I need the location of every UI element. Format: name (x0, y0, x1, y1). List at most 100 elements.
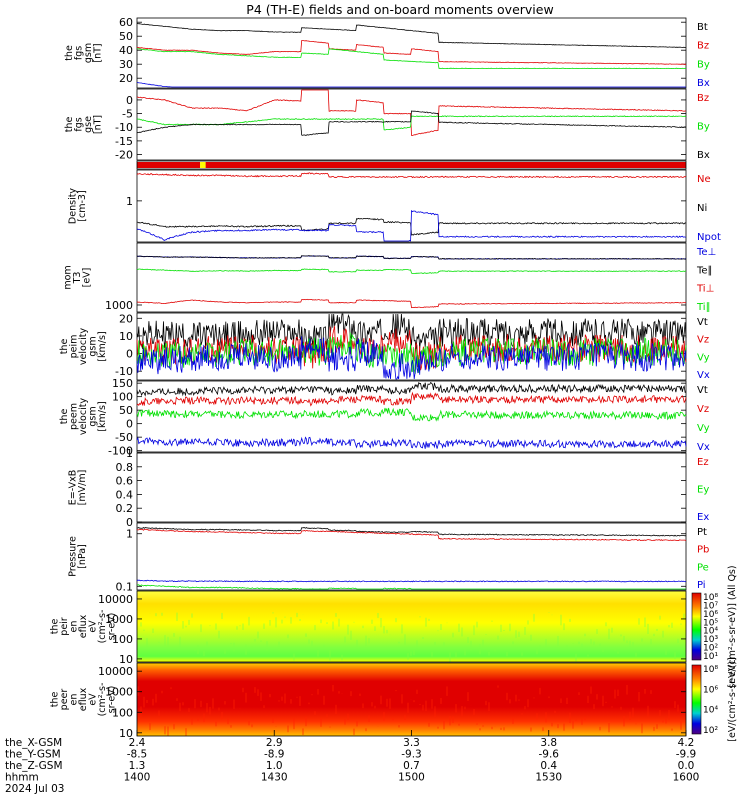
heatmap-streak (656, 724, 658, 729)
colorbar-tick-label: 10⁶ (703, 610, 718, 620)
flag-frame (136, 160, 687, 170)
y-tick-label: 100 (112, 633, 133, 646)
heatmap-streak (575, 719, 577, 721)
heatmap-streak (410, 651, 412, 656)
y-axis-label-line: peer (59, 689, 70, 711)
heatmap-streak (152, 628, 154, 633)
y-tick-label: 60 (119, 16, 133, 29)
y-axis-label-line: gsm (88, 336, 99, 356)
heatmap-streak (596, 629, 598, 634)
y-axis-label-line: peem (69, 403, 80, 430)
heatmap-streak (272, 718, 274, 723)
heatmap-streak (185, 625, 187, 628)
heatmap-streak (509, 623, 511, 632)
heatmap-streak (368, 638, 370, 644)
heatmap-streak (215, 721, 217, 727)
heatmap-streak (290, 699, 292, 704)
x-tick-label: 1530 (535, 772, 562, 784)
heatmap-streak (677, 638, 679, 644)
series-line (136, 268, 687, 274)
series-line (136, 526, 687, 537)
heatmap-streak (413, 700, 415, 703)
colorbar-tick-label: 10⁴ (703, 627, 718, 637)
y-axis-label-line: Density (67, 188, 78, 224)
panel-7: -100-50050100150thepeemvelocitygsm[km/s]… (59, 377, 710, 457)
heatmap-streak (284, 616, 286, 618)
y-axis-label-line: Pressure (67, 536, 78, 577)
heatmap-streak (437, 726, 439, 729)
series-line (136, 436, 687, 449)
heatmap-streak (566, 645, 568, 650)
heatmap-streak (320, 619, 322, 624)
heatmap-streak (230, 643, 232, 645)
heatmap-streak (563, 723, 565, 731)
heatmap-field (137, 663, 686, 736)
heatmap-streak (680, 721, 682, 730)
y-axis-label-line: [km/s] (97, 401, 108, 431)
y-axis-label-line: fgs (73, 117, 84, 131)
heatmap-streak (419, 703, 421, 705)
y-axis-label-line: velocity (78, 398, 89, 436)
heatmap-streak (401, 624, 403, 634)
heatmap-streak (188, 708, 190, 713)
panel-8: 00.20.40.60.81 E=-VxB[mV/m] Ez Ey Ex (67, 447, 709, 529)
heatmap-streak (608, 628, 610, 640)
heatmap-streak (176, 612, 178, 622)
heatmap-streak (272, 612, 274, 614)
heatmap-streak (431, 699, 433, 709)
heatmap-streak (350, 691, 352, 697)
heatmap-streak (638, 691, 640, 702)
heatmap-streak (491, 620, 493, 622)
heatmap-streak (329, 726, 331, 728)
heatmap-streak (650, 690, 652, 694)
heatmap-streak (617, 689, 619, 697)
y-axis: 1 (126, 195, 686, 208)
heatmap-streak (491, 726, 493, 730)
heatmap-streak (179, 636, 181, 648)
heatmap-streak (584, 717, 586, 721)
heatmap-streak (605, 701, 607, 703)
heatmap-streak (281, 696, 283, 701)
heatmap-streak (593, 641, 595, 645)
heatmap-streak (155, 693, 157, 703)
heatmap-streak (179, 702, 181, 712)
y-tick-label: 20 (119, 72, 133, 85)
colorbar-tick-label: 10² (703, 644, 718, 654)
heatmap-streak (377, 612, 379, 618)
heatmap-streak (512, 718, 514, 724)
heatmap-streak (626, 640, 628, 644)
heatmap-streak (482, 639, 484, 647)
chart-title: P4 (TH-E) fields and on-board moments ov… (246, 2, 553, 17)
heatmap-streak (599, 726, 601, 731)
series-group: Bz By Bx (136, 89, 710, 161)
y-axis-label-line: gsm (83, 43, 94, 63)
heatmap-streak (329, 650, 331, 661)
heatmap-streak (575, 653, 577, 662)
heatmap-streak (350, 630, 352, 640)
heatmap-streak (596, 694, 598, 700)
heatmap-streak (674, 652, 676, 660)
heatmap-streak (533, 697, 535, 699)
heatmap-streak (365, 728, 367, 732)
series-group: Ez Ey Ex (697, 457, 709, 523)
heatmap-streak (524, 627, 526, 635)
y-tick-label: 10 (119, 653, 133, 666)
heatmap-streak (614, 689, 616, 699)
heatmap-streak (566, 697, 568, 705)
heatmap-streak (287, 634, 289, 639)
heatmap-streak (323, 644, 325, 647)
x-tick-label: 0.4 (540, 760, 557, 772)
y-axis-label-line: [nPa] (77, 544, 88, 569)
heatmap-streak (611, 706, 613, 708)
heatmap-streak (341, 654, 343, 661)
y-axis: -20-15-10-50 (115, 94, 686, 162)
heatmap-streak (506, 652, 508, 657)
heatmap-streak (680, 623, 682, 625)
heatmap-streak (425, 617, 427, 627)
panel-frame (136, 590, 687, 663)
